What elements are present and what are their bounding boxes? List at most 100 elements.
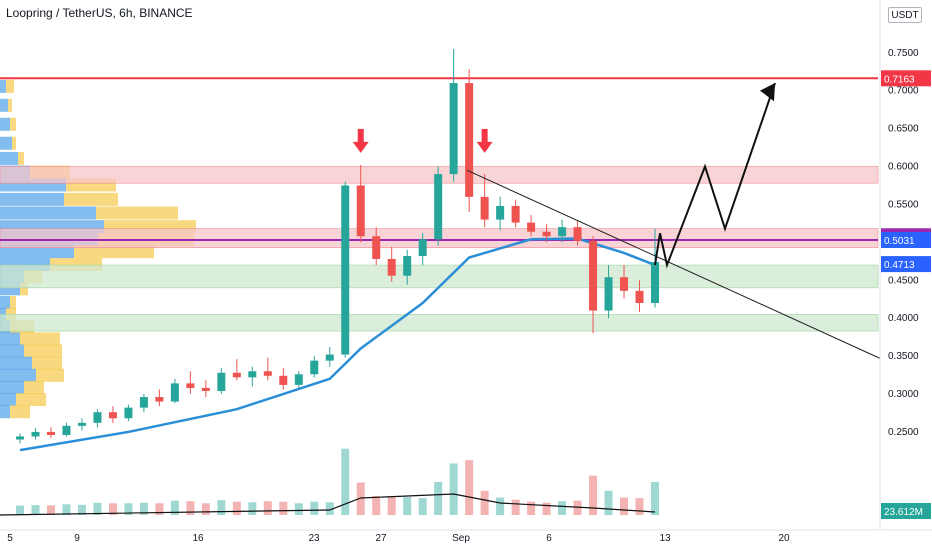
price-badge [881, 231, 931, 248]
price-badge [881, 503, 931, 519]
time-tick: 16 [192, 533, 204, 544]
candle-body [496, 205, 505, 220]
volume-bar [558, 501, 567, 515]
volume-bar [170, 500, 179, 515]
volume-profile-down [10, 405, 30, 419]
volume-bars [0, 448, 659, 516]
candles-layer [16, 48, 659, 444]
price-tick: 0.2500 [888, 427, 919, 438]
candle-body [139, 397, 148, 408]
signal-arrow-head [476, 141, 493, 153]
time-tick: Sep [452, 533, 470, 544]
candle-body [108, 412, 117, 419]
price-tick: 0.3000 [888, 389, 919, 400]
signal-arrow-shaft [481, 128, 488, 143]
volume-profile-down [32, 356, 62, 370]
volume-bar [542, 502, 551, 515]
time-tick: 5 [7, 533, 13, 544]
price-tick: 0.6000 [888, 162, 919, 173]
volume-profile-up [0, 245, 74, 259]
volume-bar [356, 482, 365, 515]
volume-profile-down [10, 117, 16, 131]
volume-profile-up [0, 368, 36, 382]
candle-body [542, 231, 551, 237]
candle-body [341, 185, 350, 355]
price-badge-label: 0.4713 [884, 260, 915, 271]
volume-bar [403, 497, 412, 515]
volume-bar [620, 497, 629, 515]
volume-bar [589, 475, 598, 515]
volume-bar [527, 501, 536, 515]
volume-bar [263, 501, 272, 515]
volume-bar [480, 490, 489, 515]
candle-body [170, 383, 179, 402]
volume-profile-up [0, 296, 10, 309]
volume-bar [651, 481, 659, 515]
volume-bar [139, 502, 148, 515]
candle-body [604, 277, 613, 311]
candle-body [294, 374, 303, 385]
projection-arrowhead [760, 83, 775, 102]
candle-body [325, 354, 334, 361]
volume-profile-down [36, 368, 64, 382]
candle-body [558, 227, 567, 237]
currency-unit-button[interactable]: USDT [888, 7, 922, 23]
volume-bar [372, 496, 381, 515]
candle-body [232, 372, 241, 378]
volume-bar [248, 502, 257, 515]
candle-body [93, 412, 102, 423]
volume-profile-down [74, 245, 154, 259]
volume-bar [635, 498, 644, 515]
time-tick: 27 [375, 533, 387, 544]
candle-body [217, 372, 226, 391]
candle-body [511, 205, 520, 223]
volume-profile-down [96, 206, 178, 220]
price-badge-label: 23.612M [884, 507, 923, 518]
candle-body [31, 431, 40, 437]
candle-body [77, 422, 86, 426]
candle-body [279, 375, 288, 385]
volume-bar [325, 502, 334, 515]
volume-profile-up [0, 98, 8, 112]
volume-profile-down [16, 393, 46, 407]
candle-body [186, 383, 195, 388]
volume-profile-up [0, 136, 12, 150]
zone-support [0, 264, 879, 289]
volume-bar [449, 463, 458, 515]
volume-ma-line [0, 493, 656, 516]
candle-body [620, 277, 629, 291]
volume-bar [62, 504, 71, 515]
price-tick: 0.7500 [888, 48, 919, 59]
volume-bar [124, 503, 133, 515]
level-lines [0, 77, 878, 241]
signal-arrow-head [352, 141, 369, 153]
volume-bar [418, 498, 427, 515]
candle-body [16, 436, 24, 440]
candle-body [480, 196, 489, 220]
volume-profile-down [18, 151, 24, 165]
candle-body [310, 360, 319, 375]
volume-bar [217, 500, 226, 515]
time-tick: 6 [546, 533, 552, 544]
volume-profile-up [0, 332, 20, 346]
volume-profile-down [20, 332, 60, 346]
volume-bar [201, 503, 210, 515]
volume-bar [573, 500, 582, 515]
volume-profile-up [0, 405, 10, 419]
volume-profile-up [0, 117, 10, 131]
volume-bar [310, 501, 319, 515]
volume-profile-down [8, 98, 12, 112]
candle-body [434, 174, 443, 240]
volume-bar [511, 499, 520, 515]
price-tick: 0.6500 [888, 124, 919, 135]
candle-body [124, 407, 133, 419]
volume-bar [46, 505, 55, 515]
volume-profile-down [24, 380, 44, 394]
candle-body [418, 239, 427, 256]
time-tick: 23 [308, 533, 320, 544]
candle-body [248, 371, 257, 378]
candle-body [589, 240, 598, 311]
volume-bar [31, 505, 40, 515]
